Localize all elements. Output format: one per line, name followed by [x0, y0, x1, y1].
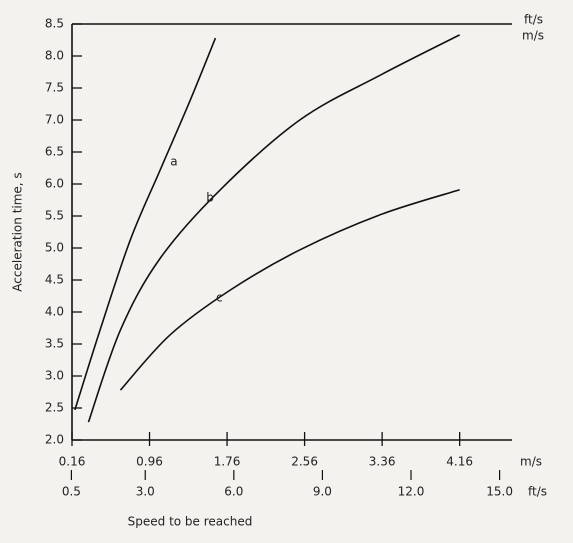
x2-tick-label: 0.5	[62, 485, 81, 499]
curve-label: a	[170, 154, 177, 168]
x-tick-label: 2.56	[291, 455, 318, 469]
top-unit-m: m/s	[522, 29, 544, 43]
y-tick-label: 2.0	[45, 433, 64, 447]
y-tick-label: 8.0	[45, 49, 64, 63]
x2-unit: ft/s	[528, 485, 547, 499]
y-tick-label: 2.5	[45, 401, 64, 415]
x-tick-label: 3.36	[369, 455, 396, 469]
curve	[75, 38, 216, 410]
y-tick-label: 6.0	[45, 177, 64, 191]
x2-tick-label: 3.0	[136, 485, 155, 499]
y-tick-label: 5.0	[45, 241, 64, 255]
y-tick-label: 3.0	[45, 369, 64, 383]
x2-tick-label: 9.0	[313, 485, 332, 499]
y-tick-label: 7.5	[45, 81, 64, 95]
x-tick-label: 0.96	[136, 455, 163, 469]
y-tick-label: 4.5	[45, 273, 64, 287]
x2-tick-label: 15.0	[486, 485, 513, 499]
x2-tick-label: 12.0	[398, 485, 425, 499]
y-axis-title: Acceleration time, s	[11, 172, 25, 291]
x-tick-label: 4.16	[446, 455, 473, 469]
curve-label: b	[206, 190, 214, 204]
y-tick-label: 4.0	[45, 305, 64, 319]
x-axis-title: Speed to be reached	[128, 515, 253, 529]
curve	[120, 190, 459, 390]
x-unit: m/s	[520, 455, 542, 469]
y-tick-label: 6.5	[45, 145, 64, 159]
x-tick-label: 1.76	[214, 455, 241, 469]
x-tick-label: 0.16	[59, 455, 86, 469]
curve	[88, 35, 459, 422]
y-tick-label: 8.5	[45, 17, 64, 31]
y-tick-label: 3.5	[45, 337, 64, 351]
y-tick-label: 5.5	[45, 209, 64, 223]
top-unit-ft: ft/s	[524, 13, 543, 27]
y-tick-label: 7.0	[45, 113, 64, 127]
chart: ft/s m/s m/s ft/s Speed to be reached Ac…	[0, 0, 573, 543]
x2-tick-label: 6.0	[224, 485, 243, 499]
curve-label: c	[216, 291, 223, 305]
